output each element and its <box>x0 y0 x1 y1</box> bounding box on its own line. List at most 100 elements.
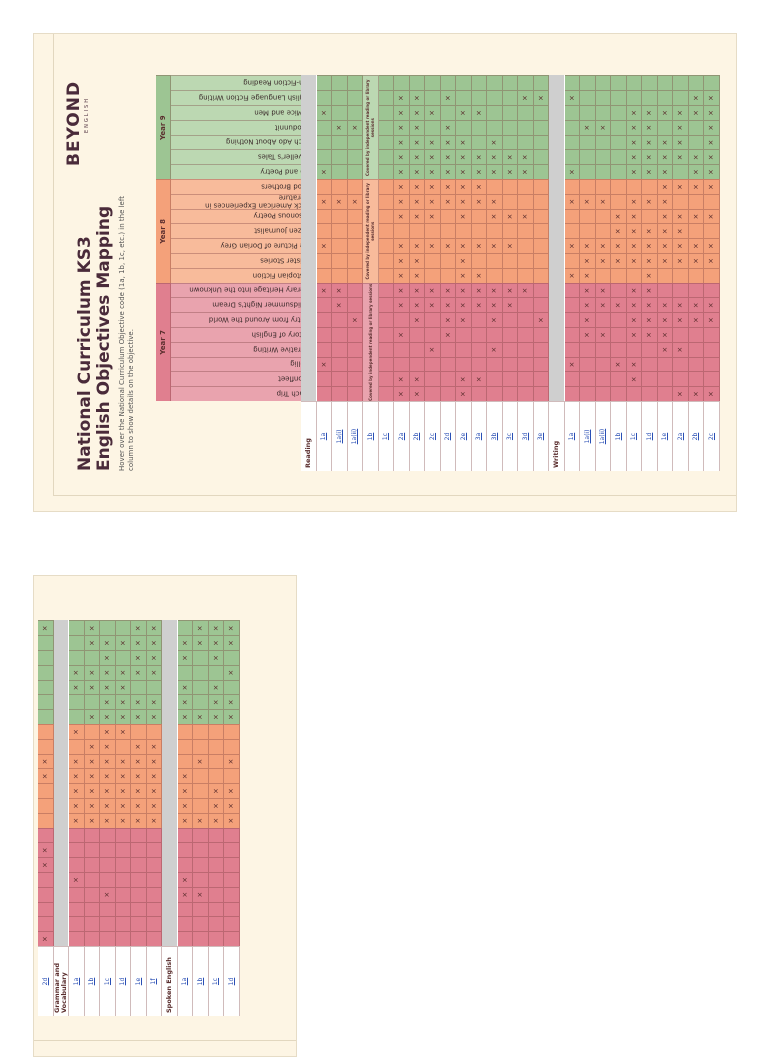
objective-code[interactable]: 1c <box>626 401 642 471</box>
grid-cell: × <box>688 179 704 194</box>
objective-code[interactable]: 2d <box>440 401 456 471</box>
grid-cell <box>440 341 456 357</box>
objective-code[interactable]: 1a(i) <box>580 401 596 471</box>
grid-cell <box>193 857 209 872</box>
grid-cell <box>502 179 518 194</box>
grid-cell <box>533 179 549 194</box>
grid-cell: × <box>673 297 689 313</box>
grid-cell: × <box>69 664 85 680</box>
grid-cell <box>595 267 611 283</box>
grid-cell: × <box>409 238 425 253</box>
objective-code[interactable]: 1d <box>115 946 131 1016</box>
grid-cell <box>657 119 673 135</box>
objective-code[interactable]: 1b <box>611 401 627 471</box>
objective-code[interactable]: 3c <box>502 401 518 471</box>
objective-code[interactable]: 3d <box>518 401 534 471</box>
objective-code[interactable]: 3a <box>471 401 487 471</box>
grid-cell <box>471 90 487 105</box>
grid-cell <box>580 223 596 239</box>
grid-cell <box>224 901 240 917</box>
grid-cell: × <box>642 297 658 313</box>
grid-cell <box>332 208 348 224</box>
objective-code[interactable]: 2d <box>38 946 54 1016</box>
grid-cell <box>642 356 658 372</box>
grid-cell: × <box>84 738 100 754</box>
grid-cell <box>394 223 410 239</box>
grid-cell <box>115 738 131 754</box>
objective-code[interactable]: 1a(i) <box>332 401 348 471</box>
grid-cell: × <box>657 312 673 327</box>
objective-code[interactable]: 2b <box>688 401 704 471</box>
grid-cell: × <box>115 783 131 798</box>
grid-cell: × <box>409 149 425 165</box>
grid-cell <box>564 179 580 194</box>
grid-cell <box>115 620 131 636</box>
unit-header-cell: Moonfleet <box>171 371 316 387</box>
objective-code[interactable]: 2b <box>409 401 425 471</box>
objective-code[interactable]: 1a <box>177 946 193 1016</box>
objective-code[interactable]: 1a(ii) <box>347 401 363 471</box>
grid-cell <box>471 119 487 135</box>
objective-code[interactable]: 1a <box>316 401 332 471</box>
grid-cell <box>657 267 673 283</box>
grid-cell <box>440 75 456 91</box>
grid-cell: × <box>69 753 85 769</box>
grid-cell: × <box>471 179 487 194</box>
objective-code[interactable]: 1a(ii) <box>595 401 611 471</box>
grid-cell <box>487 75 503 91</box>
objective-code[interactable]: 1f <box>146 946 162 1016</box>
grid-cell <box>440 386 456 401</box>
grid-cell: × <box>100 679 116 695</box>
objective-code[interactable]: 1c <box>100 946 116 1016</box>
grid-cell: × <box>611 356 627 372</box>
grid-cell: × <box>502 164 518 179</box>
objective-code[interactable]: 1b <box>193 946 209 1016</box>
grid-cell: × <box>425 341 441 357</box>
objective-code[interactable]: 3b <box>487 401 503 471</box>
objective-code[interactable]: 2a <box>673 401 689 471</box>
objective-code[interactable]: 1b <box>84 946 100 1016</box>
grid-cell: × <box>518 90 534 105</box>
unit-title: Poetry from Around the World <box>208 315 313 324</box>
logo-sub: ENGLISH <box>84 97 90 133</box>
grid-cell <box>38 798 54 813</box>
unit-title: Dystopian Fiction <box>252 271 313 280</box>
objective-code[interactable]: 1a <box>69 946 85 1016</box>
grid-cell <box>626 341 642 357</box>
objective-code[interactable]: 2a <box>394 401 410 471</box>
objective-code[interactable]: 1a <box>564 401 580 471</box>
grid-cell: × <box>642 119 658 135</box>
logo: BEYOND <box>64 80 84 166</box>
grid-cell <box>688 327 704 342</box>
objective-code[interactable]: 1e <box>657 401 673 471</box>
objective-code[interactable]: 1e <box>131 946 147 1016</box>
grid-cell <box>208 857 224 872</box>
grid-cell <box>115 916 131 932</box>
grid-cell <box>564 297 580 313</box>
page-1-content: National Curriculum KS3 English Objective… <box>34 34 736 511</box>
grid-cell <box>533 386 549 401</box>
objective-code[interactable]: 1d <box>642 401 658 471</box>
objective-code[interactable]: 2c <box>704 401 720 471</box>
grid-cell <box>564 149 580 165</box>
grid-cell: × <box>84 783 100 798</box>
grid-cell: × <box>146 620 162 636</box>
grid-cell: × <box>224 664 240 680</box>
objective-code[interactable]: 1c <box>378 401 394 471</box>
grid-cell: × <box>332 119 348 135</box>
objective-code[interactable]: 2e <box>456 401 472 471</box>
grid-cell <box>502 105 518 120</box>
grid-cell <box>378 164 394 179</box>
objective-code[interactable]: 1c <box>208 946 224 1016</box>
objective-code[interactable]: 2c <box>425 401 441 471</box>
grid-cell <box>580 208 596 224</box>
unit-title: Narrative Writing <box>253 345 313 354</box>
grid-cell: × <box>440 179 456 194</box>
grid-cell: × <box>115 709 131 724</box>
objective-code[interactable]: 1d <box>224 946 240 1016</box>
objective-code[interactable]: 1b <box>363 401 379 471</box>
grid-cell: × <box>100 783 116 798</box>
grid-cell <box>69 738 85 754</box>
grid-cell <box>394 356 410 372</box>
objective-code[interactable]: 3e <box>533 401 549 471</box>
